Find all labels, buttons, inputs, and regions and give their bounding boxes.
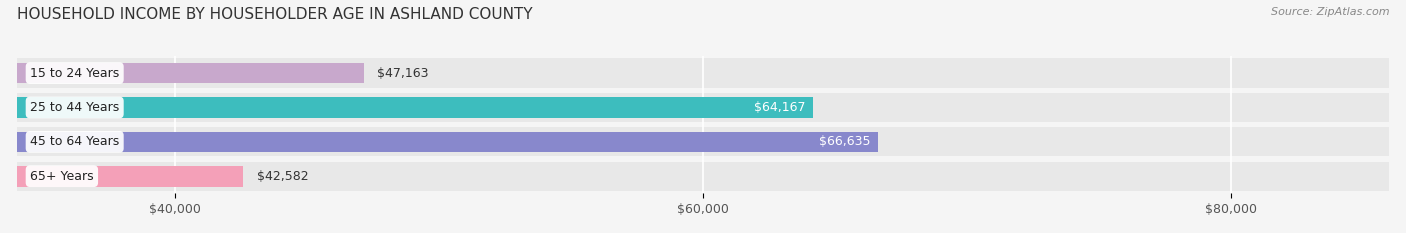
Text: Source: ZipAtlas.com: Source: ZipAtlas.com	[1271, 7, 1389, 17]
Text: 45 to 64 Years: 45 to 64 Years	[30, 135, 120, 148]
Text: 15 to 24 Years: 15 to 24 Years	[30, 67, 120, 80]
Text: $42,582: $42,582	[256, 170, 308, 183]
Bar	[17, 162, 1389, 191]
Bar	[17, 127, 1389, 156]
Bar	[17, 58, 1389, 88]
Bar	[17, 63, 364, 83]
Text: $64,167: $64,167	[754, 101, 806, 114]
Bar	[17, 131, 879, 152]
Text: $66,635: $66,635	[818, 135, 870, 148]
Bar	[17, 93, 1389, 122]
Text: HOUSEHOLD INCOME BY HOUSEHOLDER AGE IN ASHLAND COUNTY: HOUSEHOLD INCOME BY HOUSEHOLDER AGE IN A…	[17, 7, 533, 22]
Text: $47,163: $47,163	[377, 67, 429, 80]
Bar	[17, 166, 243, 186]
Bar	[17, 97, 813, 118]
Text: 25 to 44 Years: 25 to 44 Years	[30, 101, 120, 114]
Text: 65+ Years: 65+ Years	[30, 170, 94, 183]
